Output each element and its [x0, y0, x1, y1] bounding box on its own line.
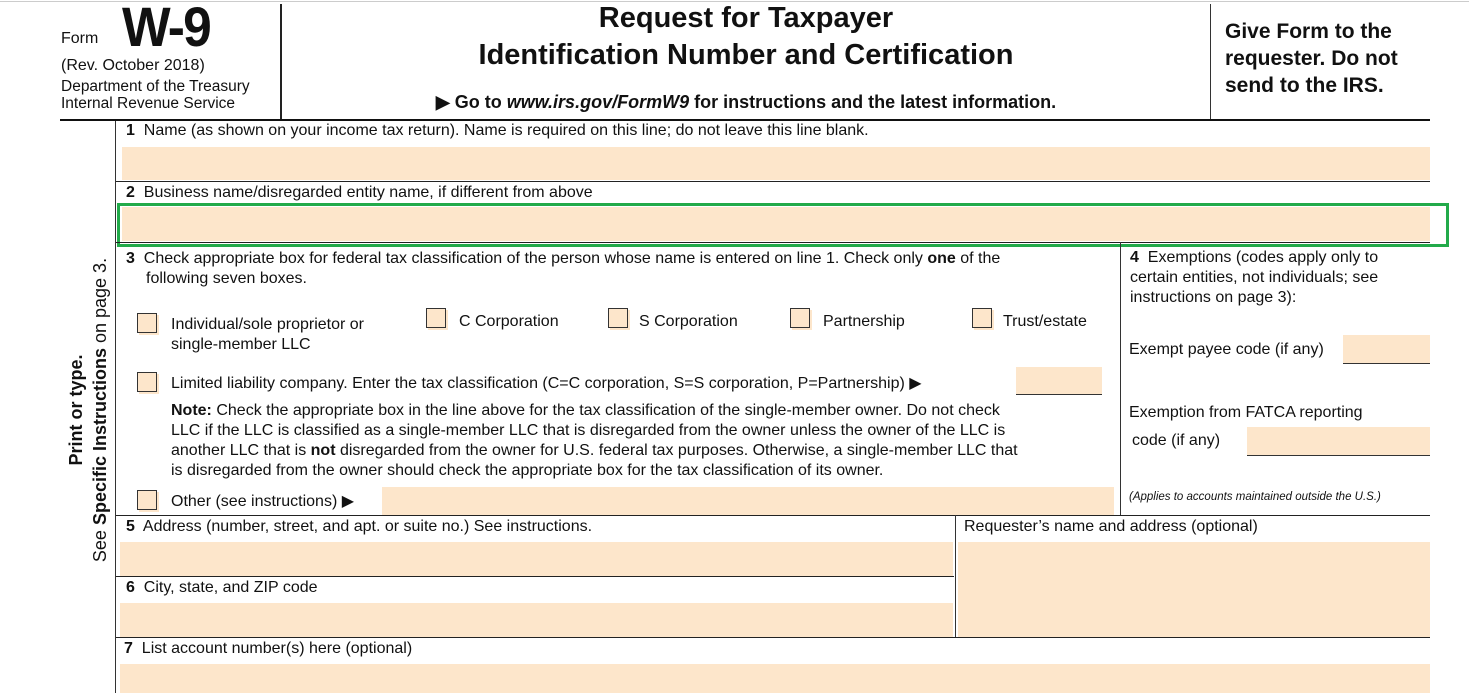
line1-label: 1 Name (as shown on your income tax retu… — [126, 122, 869, 139]
line7-label: 7 List account number(s) here (optional) — [124, 640, 413, 657]
llc-label: Limited liability company. Enter the tax… — [171, 375, 922, 392]
line3-label: 3 Check appropriate box for federal tax … — [126, 250, 1001, 287]
other-label: Other (see instructions) ▶ — [171, 493, 355, 510]
line2-label: 2 Business name/disregarded entity name,… — [126, 184, 593, 201]
exempt-payee-label: Exempt payee code (if any) — [1129, 341, 1324, 358]
address-input[interactable] — [120, 542, 953, 576]
fatca-code-input[interactable] — [1247, 427, 1430, 456]
agency: Internal Revenue Service — [61, 95, 236, 112]
llc-note: Note: Check the appropriate box in the l… — [171, 402, 1018, 479]
exempt-payee-input[interactable] — [1343, 335, 1430, 364]
fatca-label: Exemption from FATCA reporting — [1129, 404, 1363, 421]
name-input[interactable] — [122, 147, 1430, 180]
requester-divider — [955, 515, 956, 637]
print-or-type: Print or type. — [66, 354, 86, 466]
give-form-note: Give Form to the requester. Do not send … — [1225, 20, 1398, 97]
header-divider-right — [1210, 4, 1211, 120]
option-c-corp-label: C Corporation — [459, 313, 559, 330]
form-title: Request for Taxpayer Identification Numb… — [282, 0, 1210, 74]
checkbox-other[interactable] — [137, 490, 157, 510]
checkbox-llc[interactable] — [137, 372, 157, 392]
left-margin-rule — [115, 121, 116, 693]
page-top-border — [0, 1, 1469, 2]
city-state-zip-input[interactable] — [120, 603, 953, 637]
irs-link[interactable]: www.irs.gov/FormW9 — [506, 92, 690, 112]
divider — [116, 242, 1430, 243]
goto-instructions: ▶ Go to www.irs.gov/FormW9 for instructi… — [435, 92, 1057, 112]
checkbox-partnership[interactable] — [790, 308, 810, 328]
line6-label: 6 City, state, and ZIP code — [126, 579, 318, 596]
side-instructions: Print or type. See Specific Instructions… — [66, 257, 110, 563]
account-numbers-input[interactable] — [120, 664, 1430, 693]
checkbox-trust-estate[interactable] — [972, 308, 992, 328]
business-name-input[interactable] — [122, 207, 1430, 241]
option-trust-label: Trust/estate — [1003, 313, 1087, 330]
requester-input[interactable] — [958, 542, 1430, 637]
other-input[interactable] — [382, 487, 1114, 515]
line5-label: 5 Address (number, street, and apt. or s… — [126, 518, 593, 535]
divider — [116, 515, 1430, 516]
header-bottom-rule — [60, 119, 1430, 121]
divider — [116, 576, 954, 577]
focus-highlight — [117, 203, 1449, 247]
option-s-corp-label: S Corporation — [639, 313, 738, 330]
title-line2: Identification Number and Certification — [478, 39, 1014, 71]
title-line1: Request for Taxpayer — [598, 2, 894, 34]
fatca-note: (Applies to accounts maintained outside … — [1129, 491, 1381, 503]
form-number: W-9 — [122, 0, 212, 58]
form-word: Form — [61, 30, 99, 47]
requester-label: Requester’s name and address (optional) — [964, 518, 1258, 535]
llc-classification-input[interactable] — [1016, 367, 1102, 395]
department: Department of the Treasury — [61, 78, 250, 95]
checkbox-c-corporation[interactable] — [426, 308, 446, 328]
checkbox-s-corporation[interactable] — [608, 308, 628, 328]
divider — [116, 181, 1430, 182]
fatca-label-2: code (if any) — [1132, 432, 1221, 449]
line3-line4-divider — [1120, 242, 1121, 515]
line4-label: 4 Exemptions (codes apply only to certai… — [1130, 249, 1379, 306]
divider — [116, 637, 1430, 638]
checkbox-individual[interactable] — [137, 313, 157, 333]
option-individual-label: Individual/sole proprietor or single-memb… — [171, 316, 364, 353]
header-divider — [280, 4, 282, 120]
option-partnership-label: Partnership — [823, 313, 905, 330]
form-revision: (Rev. October 2018) — [61, 57, 205, 74]
